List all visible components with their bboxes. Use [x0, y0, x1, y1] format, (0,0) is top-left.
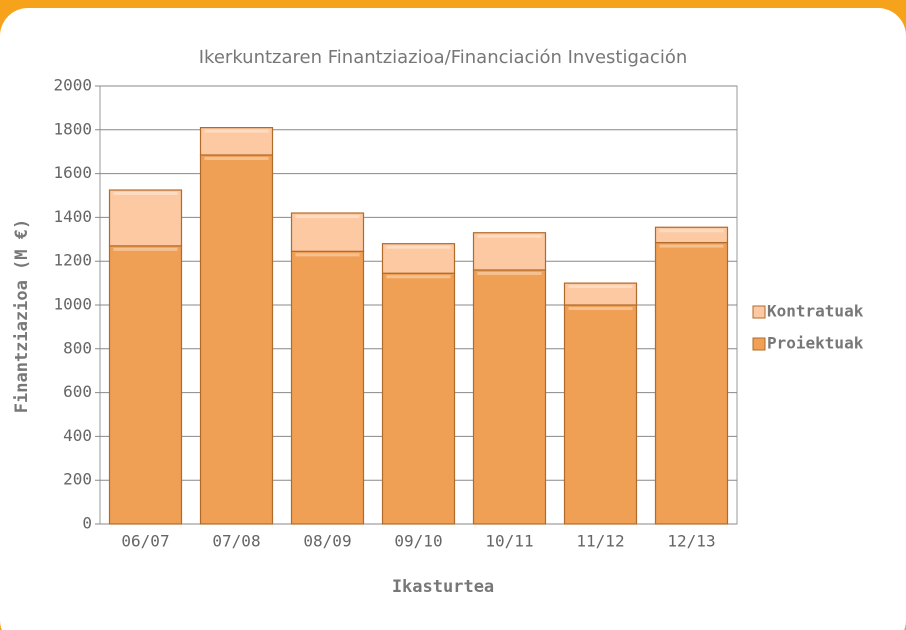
bar-segment: [108, 189, 183, 247]
legend-label: Proiektuak: [767, 334, 864, 353]
bar-segment: [199, 154, 274, 525]
x-axis-label: Ikasturtea: [392, 577, 494, 597]
bar-highlight: [113, 247, 178, 251]
x-tick-label: 07/08: [212, 532, 260, 551]
x-tick-label: 06/07: [121, 532, 169, 551]
bar-highlight: [204, 129, 269, 133]
bar-segment: [563, 304, 638, 525]
bar-highlight: [295, 253, 360, 257]
bar-highlight: [568, 307, 633, 310]
y-tick-label: 1600: [53, 163, 92, 182]
bar-segment: [381, 243, 456, 274]
bar-highlight: [295, 215, 360, 219]
bar-highlight: [477, 234, 542, 238]
bar-segment: [290, 212, 365, 252]
y-tick-label: 200: [63, 470, 92, 489]
y-tick-label: 2000: [53, 76, 92, 95]
y-tick-label: 1400: [53, 207, 92, 226]
bar-highlight: [204, 156, 269, 160]
y-tick-label: 1000: [53, 295, 92, 314]
y-tick-label: 800: [63, 338, 92, 357]
x-tick-label: 08/09: [303, 532, 351, 551]
bar-highlight: [659, 244, 724, 248]
bar-highlight: [477, 271, 542, 275]
bar-segment: [290, 250, 365, 525]
y-tick-label: 1200: [53, 251, 92, 270]
bar-highlight: [386, 275, 451, 279]
y-tick-label: 0: [82, 514, 92, 533]
chart: Ikerkuntzaren Finantziazioa/Financiación…: [0, 8, 906, 630]
bar-highlight: [113, 192, 178, 196]
y-axis-label: Finantziazioa (M €): [12, 219, 32, 413]
x-tick-label: 11/12: [576, 532, 624, 551]
bar-segment: [472, 232, 547, 271]
x-tick-label: 12/13: [667, 532, 715, 551]
y-tick-label: 600: [63, 382, 92, 401]
bar-segment: [108, 245, 183, 525]
bar-segment: [199, 127, 274, 156]
y-tick-label: 400: [63, 426, 92, 445]
x-tick-label: 10/11: [485, 532, 533, 551]
legend-swatch: [752, 305, 766, 319]
x-tick-label: 09/10: [394, 532, 442, 551]
legend-swatch: [752, 337, 766, 351]
bar-segment: [563, 282, 638, 306]
legend-label: Kontratuak: [767, 302, 864, 321]
bar-segment: [654, 241, 729, 525]
chart-title: Ikerkuntzaren Finantziazioa/Financiación…: [199, 47, 688, 68]
y-tick-label: 1800: [53, 119, 92, 138]
bar-highlight: [386, 245, 451, 249]
bar-highlight: [659, 229, 724, 233]
bar-segment: [472, 269, 547, 525]
bar-highlight: [568, 285, 633, 289]
bar-segment: [381, 272, 456, 525]
bar-segment: [654, 226, 729, 244]
